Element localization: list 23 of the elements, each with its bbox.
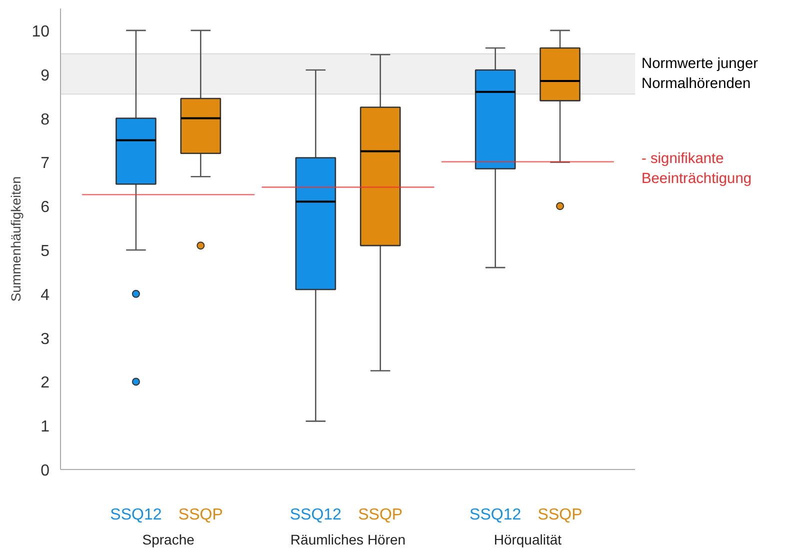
y-tick-label: 6 [40, 199, 50, 216]
y-tick-label: 8 [40, 111, 50, 128]
text: SSQP [178, 506, 223, 524]
y-tick-label: 2 [40, 374, 50, 392]
band-label: Normwerte junger Normalhörenden [642, 56, 758, 92]
text: SSQP [358, 506, 403, 524]
y-tick-label: 7 [40, 155, 50, 172]
text: SSQP [538, 506, 582, 524]
y-tick-label: 9 [40, 67, 50, 84]
y-tick-label: 0 [40, 462, 50, 480]
text: SSQ12 [290, 506, 342, 524]
x-tick-label: Hörqualität [494, 532, 562, 548]
ref-line-label: - signifikante Beeinträchtigung [642, 150, 752, 187]
y-tick-label: 10 [32, 23, 50, 40]
y-tick-label: 5 [40, 242, 50, 260]
text: SSQ12 [110, 506, 162, 524]
x-tick-label: Sprache [142, 532, 195, 548]
y-tick-label: 1 [40, 418, 50, 436]
text: SSQ12 [470, 506, 522, 524]
x-tick-label: Räumliches Hören [290, 532, 406, 548]
y-tick-label: 4 [40, 286, 50, 304]
y-axis-title: Summenhäufigkeiten [8, 176, 24, 302]
y-tick-label: 3 [40, 330, 50, 348]
